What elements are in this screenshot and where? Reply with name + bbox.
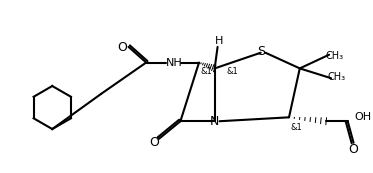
- Text: &1: &1: [226, 67, 238, 76]
- Text: N: N: [210, 115, 219, 128]
- Text: CH₃: CH₃: [328, 72, 346, 82]
- Text: H: H: [215, 36, 224, 46]
- Text: OH: OH: [355, 112, 372, 122]
- Text: O: O: [117, 41, 127, 54]
- Text: O: O: [349, 143, 358, 156]
- Text: NH: NH: [166, 58, 183, 67]
- Text: O: O: [149, 136, 159, 149]
- Text: &1: &1: [291, 123, 303, 132]
- Text: S: S: [257, 45, 264, 58]
- Text: CH₃: CH₃: [326, 51, 344, 61]
- Text: &1: &1: [201, 67, 213, 76]
